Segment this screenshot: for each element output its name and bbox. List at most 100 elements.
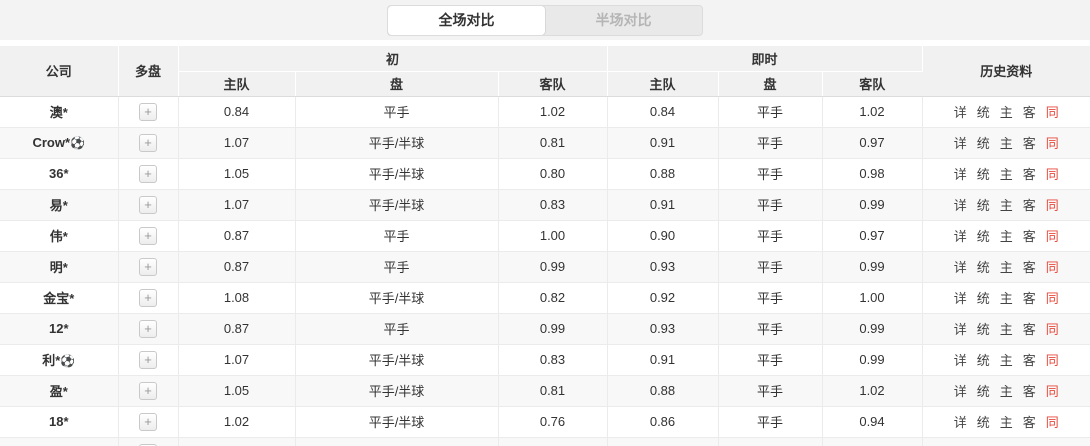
live-home-odds: 0.91 [607,127,719,159]
history-home-link[interactable]: 主 [999,415,1013,430]
history-same-link[interactable]: 同 [1045,167,1059,182]
live-handicap: 平手 [718,375,823,407]
history-stats-link[interactable]: 统 [976,229,990,244]
multi-cell: + [118,344,179,376]
history-away-link[interactable]: 客 [1022,353,1036,368]
history-links: 详统主客同 [922,406,1090,438]
history-stats-link[interactable]: 统 [976,105,990,120]
tab-full-match[interactable]: 全场对比 [388,5,545,35]
history-detail-link[interactable]: 详 [953,229,967,244]
live-home-odds: 0.84 [607,96,719,128]
history-stats-link[interactable]: 统 [976,260,990,275]
history-stats-link[interactable]: 统 [976,322,990,337]
company-cell: 伟* [0,220,119,252]
history-same-link[interactable]: 同 [1045,260,1059,275]
initial-handicap: 平手 [295,220,499,252]
history-same-link[interactable]: 同 [1045,384,1059,399]
history-detail-link[interactable]: 详 [953,415,967,430]
table-row: + [0,437,1090,446]
history-stats-link[interactable]: 统 [976,198,990,213]
history-away-link[interactable]: 客 [1022,260,1036,275]
history-stats-link[interactable]: 统 [976,136,990,151]
history-detail-link[interactable]: 详 [953,353,967,368]
history-same-link[interactable]: 同 [1045,291,1059,306]
history-detail-link[interactable]: 详 [953,105,967,120]
history-stats-link[interactable]: 统 [976,167,990,182]
history-home-link[interactable]: 主 [999,229,1013,244]
history-detail-link[interactable]: 详 [953,291,967,306]
history-stats-link[interactable]: 统 [976,291,990,306]
history-stats-link[interactable]: 统 [976,353,990,368]
initial-handicap: 平手/半球 [295,406,499,438]
col-header-init-away: 客队 [498,71,608,97]
live-away-odds: 0.94 [822,406,923,438]
company-name: 36* [48,166,69,181]
expand-plus-button[interactable]: + [139,133,157,152]
initial-away-odds: 0.99 [498,251,608,283]
expand-plus-button[interactable]: + [139,319,157,338]
history-away-link[interactable]: 客 [1022,229,1036,244]
company-cell [0,437,119,446]
table-row: 36* + 1.05 平手/半球 0.80 0.88 平手 0.98 详统主客同 [0,158,1090,190]
history-detail-link[interactable]: 详 [953,167,967,182]
history-home-link[interactable]: 主 [999,260,1013,275]
history-stats-link[interactable]: 统 [976,384,990,399]
live-home-odds: 0.88 [607,158,719,190]
history-links: 详统主客同 [922,282,1090,314]
table-row: 澳* + 0.84 平手 1.02 0.84 平手 1.02 详统主客同 [0,96,1090,128]
initial-handicap: 平手/半球 [295,282,499,314]
history-links: 详统主客同 [922,313,1090,345]
history-home-link[interactable]: 主 [999,353,1013,368]
initial-home-odds: 0.87 [178,220,296,252]
history-away-link[interactable]: 客 [1022,384,1036,399]
expand-plus-button[interactable]: + [139,102,157,121]
initial-away-odds: 0.76 [498,406,608,438]
history-same-link[interactable]: 同 [1045,198,1059,213]
history-same-link[interactable]: 同 [1045,322,1059,337]
history-detail-link[interactable]: 详 [953,198,967,213]
history-same-link[interactable]: 同 [1045,105,1059,120]
history-detail-link[interactable]: 详 [953,260,967,275]
initial-away-odds: 0.80 [498,158,608,190]
history-home-link[interactable]: 主 [999,291,1013,306]
tab-half-match[interactable]: 半场对比 [595,12,652,28]
history-away-link[interactable]: 客 [1022,198,1036,213]
history-home-link[interactable]: 主 [999,384,1013,399]
expand-plus-button[interactable]: + [139,164,157,183]
history-detail-link[interactable]: 详 [953,322,967,337]
history-same-link[interactable]: 同 [1045,136,1059,151]
history-home-link[interactable]: 主 [999,322,1013,337]
expand-plus-button[interactable]: + [139,195,157,214]
history-detail-link[interactable]: 详 [953,136,967,151]
company-name: 伟* [49,229,68,244]
history-stats-link[interactable]: 统 [976,415,990,430]
history-away-link[interactable]: 客 [1022,167,1036,182]
expand-plus-button[interactable]: + [139,226,157,245]
history-detail-link[interactable]: 详 [953,384,967,399]
history-home-link[interactable]: 主 [999,105,1013,120]
expand-plus-button[interactable]: + [139,257,157,276]
history-links: 详统主客同 [922,127,1090,159]
expand-plus-button[interactable]: + [139,443,157,446]
expand-plus-button[interactable]: + [139,381,157,400]
history-away-link[interactable]: 客 [1022,136,1036,151]
history-home-link[interactable]: 主 [999,136,1013,151]
history-away-link[interactable]: 客 [1022,291,1036,306]
company-name: 金宝* [43,291,75,306]
history-same-link[interactable]: 同 [1045,353,1059,368]
history-away-link[interactable]: 客 [1022,105,1036,120]
expand-plus-button[interactable]: + [139,288,157,307]
history-away-link[interactable]: 客 [1022,322,1036,337]
history-same-link[interactable]: 同 [1045,229,1059,244]
multi-cell: + [118,158,179,190]
history-home-link[interactable]: 主 [999,198,1013,213]
live-home-odds: 0.88 [607,375,719,407]
expand-plus-button[interactable]: + [139,412,157,431]
history-away-link[interactable]: 客 [1022,415,1036,430]
history-home-link[interactable]: 主 [999,167,1013,182]
table-row: Crow*⚽ + 1.07 平手/半球 0.81 0.91 平手 0.97 详统… [0,127,1090,159]
history-same-link[interactable]: 同 [1045,415,1059,430]
company-cell: Crow*⚽ [0,127,119,159]
multi-cell: + [118,127,179,159]
expand-plus-button[interactable]: + [139,350,157,369]
